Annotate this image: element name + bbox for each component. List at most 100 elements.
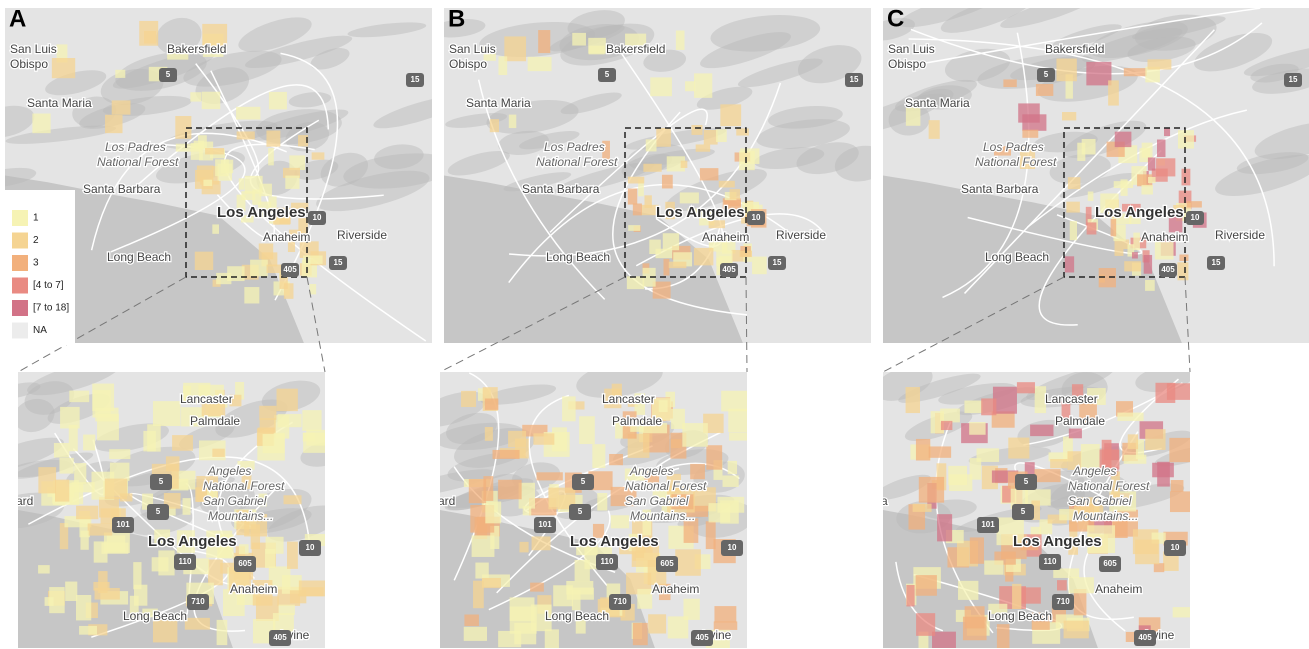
region [728,409,750,432]
region [1003,79,1016,87]
region [1021,587,1041,603]
region [720,104,741,126]
region [1148,177,1156,183]
region [566,581,593,594]
region [1157,139,1165,157]
region [244,287,259,303]
region [97,414,119,440]
place-label: ard [438,494,455,508]
region [215,159,229,176]
legend-swatch [12,300,28,316]
region [1157,462,1170,487]
shield-label: 10 [752,213,761,222]
region [700,168,719,180]
region [115,70,125,78]
shield-label: 5 [1044,70,1049,79]
panel-letter: B [448,5,465,32]
place-label: National Forest [536,155,618,169]
place-label: Palmdale [612,414,662,428]
region [55,480,69,502]
legend-label: NA [33,325,47,336]
place-label: Santa Maria [905,96,970,110]
place-label: Santa Maria [27,96,92,110]
region [1012,584,1021,609]
region [52,58,75,78]
region [533,433,554,444]
region [545,629,559,649]
region [646,139,657,151]
place-label: Anaheim [652,582,699,596]
region [303,255,323,263]
region [644,195,651,208]
region [1141,185,1152,194]
region [1135,540,1159,565]
legend-swatch [12,233,28,249]
region [706,445,722,469]
region [906,585,914,606]
region [597,493,607,511]
region [1156,158,1175,176]
region [1148,157,1155,170]
place-label: Long Beach [107,250,171,264]
region [76,506,98,520]
region [236,107,260,120]
legend-swatch [12,323,28,339]
region [76,595,91,620]
region [498,480,522,500]
region [536,472,562,480]
legend: 123[4 to 7][7 to 18]NA [5,190,75,345]
place-label: Lancaster [1045,392,1098,406]
region [929,120,940,139]
region [134,585,147,606]
place-label: National Forest [97,155,179,169]
region [88,523,113,535]
region [532,536,551,550]
region [1145,429,1165,450]
region [1069,577,1094,593]
region [263,434,285,453]
region [685,81,695,91]
region [464,627,487,641]
shield-label: 101 [538,520,552,529]
region [964,401,982,414]
region [723,475,739,486]
shield-label: 605 [238,559,252,568]
region [312,152,325,159]
region [714,606,736,622]
region [628,189,637,205]
region [1034,469,1060,482]
place-label: San Gabriel [1068,494,1132,508]
region [212,224,219,233]
region [284,283,294,299]
region [259,406,276,420]
region [38,565,50,573]
legend-label: 3 [33,258,39,269]
place-label: Palmdale [190,414,240,428]
region [1087,222,1097,234]
region [728,461,737,474]
place-label: Anaheim [263,230,310,244]
region [498,56,507,75]
region [682,423,707,447]
region [706,521,716,549]
region [250,260,268,277]
region [729,432,747,440]
region [530,583,544,592]
region [203,180,212,186]
place-label: Obispo [449,57,487,71]
region [948,466,967,485]
place-label: Mountains... [630,509,695,523]
region [1154,563,1164,572]
place-label: National Forest [625,479,707,493]
region [1008,438,1029,459]
region [1057,580,1067,590]
inset-map: LancasterPalmdaleAngelesNational ForestS… [870,359,1215,649]
region [101,543,128,554]
region [1187,201,1202,207]
region [1167,383,1194,400]
place-label: Long Beach [546,250,610,264]
region [965,606,985,628]
region [139,21,158,46]
region [285,176,299,189]
region [176,144,201,152]
